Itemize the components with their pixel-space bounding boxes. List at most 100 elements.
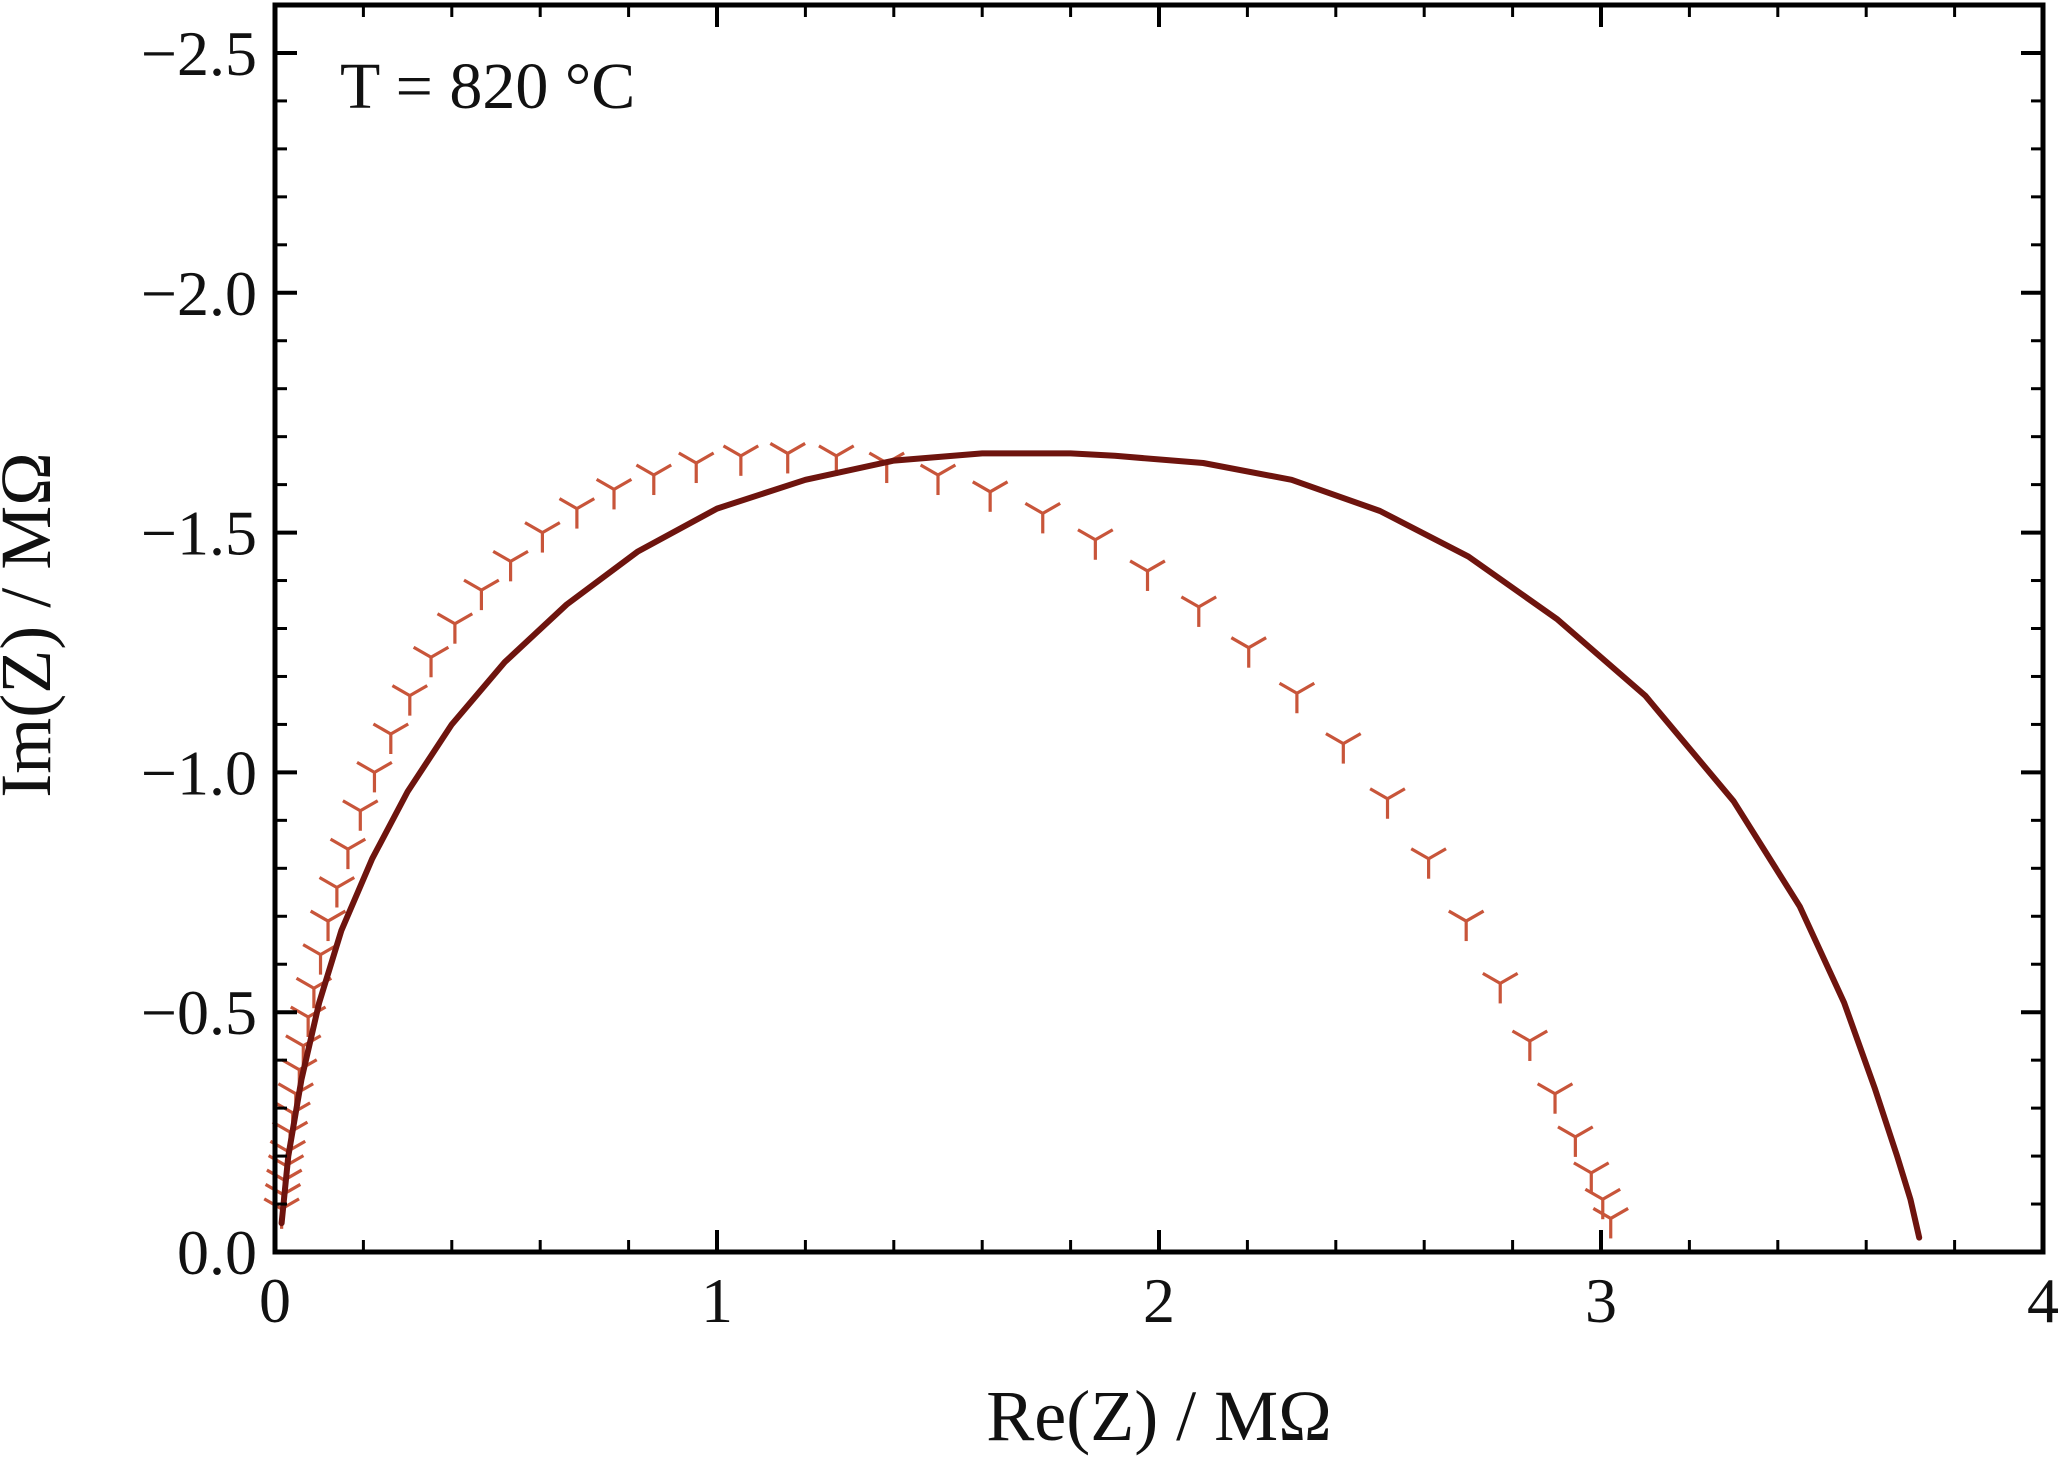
data-point-arm-left bbox=[309, 909, 329, 923]
data-point-arm-right bbox=[1247, 636, 1267, 650]
data-point-arm-left bbox=[1410, 847, 1430, 861]
plot-frame bbox=[272, 2, 2046, 1255]
data-point-arm-right bbox=[409, 684, 429, 698]
data-point-arm-left bbox=[635, 463, 655, 477]
data-point-arm-right bbox=[1041, 502, 1061, 515]
data-point-arm-left bbox=[1230, 636, 1250, 650]
data-point-arm-right bbox=[390, 722, 410, 736]
data-point-arm-left bbox=[391, 684, 411, 698]
data-point-arm-right bbox=[1197, 595, 1217, 609]
data-point-arm-left bbox=[1511, 1029, 1531, 1043]
data-point-arm-right bbox=[347, 837, 367, 851]
data-point bbox=[412, 645, 450, 678]
data-point-arm-right bbox=[1554, 1082, 1574, 1096]
data-point-arm-left bbox=[919, 463, 939, 477]
data-point-arm-left bbox=[1325, 732, 1345, 745]
data-point-arm-left bbox=[595, 478, 615, 491]
x-tick-label: 4 bbox=[2027, 1265, 2059, 1336]
data-point bbox=[1077, 528, 1114, 560]
data-point bbox=[1536, 1082, 1574, 1114]
data-point-arm-right bbox=[1342, 732, 1362, 745]
data-point-arm-right bbox=[1146, 559, 1166, 573]
y-tick-label: −0.5 bbox=[141, 977, 257, 1048]
temperature-annotation: T = 820 °C bbox=[340, 50, 635, 123]
data-point-arm-right bbox=[613, 478, 633, 491]
data-point bbox=[1447, 909, 1485, 942]
data-point bbox=[309, 909, 347, 942]
data-point-arm-right bbox=[480, 578, 500, 592]
data-point-arm-right bbox=[1465, 909, 1485, 923]
data-point bbox=[722, 444, 760, 476]
data-point bbox=[1410, 847, 1447, 879]
data-point bbox=[1584, 1187, 1621, 1220]
data-point-arm-left bbox=[769, 442, 789, 455]
data-point-arm-left bbox=[818, 444, 838, 458]
x-tick-label: 0 bbox=[259, 1265, 291, 1336]
data-point bbox=[1325, 732, 1362, 764]
data-point-arm-right bbox=[430, 645, 450, 659]
data-point-arm-right bbox=[1590, 1161, 1610, 1175]
data-point bbox=[1230, 636, 1267, 668]
data-point bbox=[635, 463, 672, 496]
data-point-arm-left bbox=[678, 451, 698, 465]
x-axis-title: Re(Z) / MΩ bbox=[986, 1376, 1331, 1456]
data-point-arm-right bbox=[1499, 972, 1519, 985]
data-point bbox=[1511, 1029, 1549, 1061]
data-point bbox=[356, 760, 393, 793]
data-point-arm-left bbox=[971, 480, 991, 494]
data-point-arm-left bbox=[524, 521, 544, 534]
data-point-arm-left bbox=[463, 578, 483, 592]
data-point-arm-right bbox=[1296, 681, 1316, 695]
data-point-arm-left bbox=[1557, 1125, 1577, 1139]
data-point-arm-left bbox=[1024, 502, 1044, 515]
data-point-arm-left bbox=[372, 722, 392, 736]
data-point-arm-left bbox=[277, 1082, 297, 1096]
data-point-arm-right bbox=[1386, 787, 1406, 801]
data-point-arm-right bbox=[786, 442, 806, 455]
data-point-arm-left bbox=[558, 497, 578, 510]
data-point-arm-left bbox=[1077, 528, 1097, 542]
data-point bbox=[558, 497, 596, 529]
data-point-arm-left bbox=[1180, 595, 1200, 609]
data-point bbox=[492, 549, 529, 582]
data-point bbox=[971, 480, 1009, 512]
data-point bbox=[463, 578, 500, 611]
data-point-arm-right bbox=[1427, 847, 1447, 861]
data-point bbox=[524, 521, 561, 553]
data-point bbox=[1557, 1125, 1594, 1157]
data-point-arm-right bbox=[1609, 1207, 1629, 1220]
data-point-arm-right bbox=[327, 909, 347, 923]
data-point-arm-left bbox=[318, 876, 338, 889]
fit-line bbox=[278, 450, 1923, 1241]
data-point-arm-left bbox=[1584, 1187, 1604, 1201]
data-point-arm-right bbox=[1574, 1125, 1594, 1139]
data-point bbox=[1592, 1207, 1629, 1239]
data-point bbox=[1129, 559, 1166, 591]
data-point bbox=[678, 451, 715, 484]
data-point-arm-left bbox=[302, 943, 322, 957]
y-tick-label: −1.5 bbox=[141, 498, 257, 569]
data-point bbox=[769, 442, 806, 474]
data-point bbox=[329, 837, 367, 870]
data-point bbox=[1278, 681, 1316, 714]
data-point bbox=[1573, 1161, 1610, 1193]
data-point-arm-right bbox=[336, 876, 356, 889]
data-point-arm-right bbox=[541, 521, 561, 534]
data-point bbox=[1024, 502, 1061, 534]
data-point-arm-left bbox=[436, 612, 456, 626]
data-point bbox=[1180, 595, 1217, 627]
y-tick-label: −2.0 bbox=[141, 258, 257, 329]
data-point bbox=[318, 876, 356, 908]
data-point-arm-right bbox=[695, 451, 715, 465]
data-point-arm-left bbox=[1278, 681, 1298, 695]
data-point bbox=[436, 612, 474, 644]
data-point-arm-right bbox=[740, 444, 760, 458]
data-point-arm-right bbox=[989, 480, 1009, 494]
data-point-arm-right bbox=[1094, 528, 1114, 542]
data-point-arm-left bbox=[1536, 1082, 1556, 1096]
data-point-arm-left bbox=[356, 760, 376, 774]
x-tick-label: 1 bbox=[701, 1265, 733, 1336]
data-point-arm-left bbox=[1129, 559, 1149, 573]
data-point-arm-right bbox=[509, 549, 529, 563]
